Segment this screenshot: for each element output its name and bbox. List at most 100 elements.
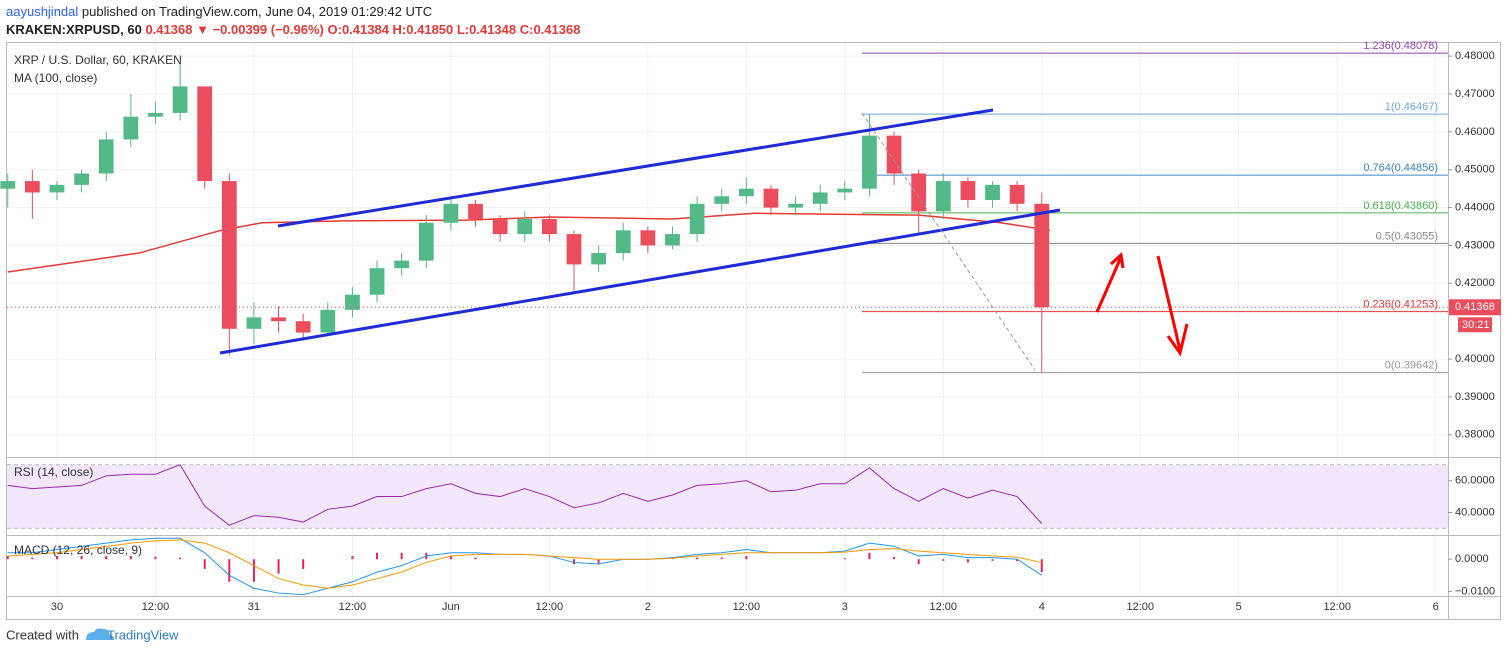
candle-body — [24, 181, 40, 193]
candle-body — [148, 112, 163, 117]
macd-histogram — [252, 559, 255, 582]
candle-body — [788, 203, 803, 208]
x-tick-label: 12:00 — [1126, 601, 1154, 613]
candle-body — [197, 86, 213, 182]
candle-body — [49, 184, 65, 193]
candle-body — [369, 268, 385, 295]
down-arrow — [1156, 255, 1189, 357]
candle-body — [492, 218, 508, 235]
macd-histogram — [80, 555, 83, 560]
rsi-line — [7, 464, 1043, 526]
candle-body — [345, 294, 360, 310]
x-tick-label: Jun — [442, 601, 460, 613]
brand[interactable]: TradingView — [107, 627, 179, 642]
y-tick-label: 0.43000 — [1455, 239, 1495, 251]
macd-histogram — [474, 557, 477, 560]
macd-histogram — [991, 559, 994, 561]
change: −0.00399 (−0.96%) — [212, 22, 324, 37]
candle-body — [443, 203, 459, 223]
candle-body — [911, 173, 927, 212]
price: 0.41368 — [145, 22, 193, 37]
candle-body — [615, 230, 631, 254]
macd-histogram — [843, 558, 846, 560]
candle-body — [640, 230, 656, 246]
macd-tick-label: −0.0100 — [1455, 585, 1495, 597]
frame — [6, 42, 1501, 620]
candle-body — [246, 317, 262, 329]
published: published on TradingView.com, June 04, 2… — [81, 4, 433, 19]
macd-histogram — [154, 556, 157, 560]
candle-body — [566, 234, 582, 265]
y-tick-label: 0.46000 — [1455, 126, 1495, 138]
candle-body — [935, 181, 951, 212]
ma-line — [7, 212, 1051, 273]
arrow: ▼ — [196, 22, 209, 37]
macd-histogram — [745, 555, 748, 560]
candle-body — [763, 188, 779, 208]
candle-body — [1034, 203, 1050, 308]
candle-body — [714, 196, 730, 204]
macd-histogram — [671, 558, 674, 560]
x-tick-label: 12:00 — [536, 601, 564, 613]
macd-tick-label: 0.0000 — [1455, 553, 1489, 565]
macd-histogram — [55, 555, 58, 560]
y-tick-label: 0.48000 — [1455, 50, 1495, 62]
last-price-tag — [1449, 299, 1501, 316]
macd-histogram — [31, 557, 34, 560]
fib-guide — [861, 112, 1036, 371]
candle-body — [1009, 184, 1025, 204]
x-tick-label: 4 — [1039, 601, 1045, 613]
macd-histogram — [868, 552, 871, 560]
header-line: aayushjindal published on TradingView.co… — [6, 4, 432, 19]
author[interactable]: aayushjindal — [6, 4, 79, 19]
y-tick-label: 0.38000 — [1455, 429, 1495, 441]
x-tick-label: 12:00 — [930, 601, 958, 613]
macd-histogram — [376, 552, 379, 560]
macd-histogram — [302, 559, 305, 569]
candle-body — [418, 222, 434, 261]
y-tick-label: 0.42000 — [1455, 277, 1495, 289]
candle-body — [394, 260, 410, 269]
candle-body — [295, 321, 311, 333]
ohlc: O:0.41384 H:0.41850 L:0.41348 C:0.41368 — [327, 22, 581, 37]
macd-histogram — [129, 555, 132, 560]
candle-body — [665, 234, 680, 246]
candle-body — [689, 203, 705, 235]
candle-body — [98, 139, 114, 174]
created-with: Created with — [6, 627, 79, 642]
macd-histogram — [966, 559, 969, 563]
macd-histogram — [179, 557, 182, 560]
candle-body — [468, 203, 483, 219]
macd-histogram — [449, 555, 452, 560]
y-tick-label: 0.40000 — [1455, 353, 1495, 365]
fib-label: 0.618(0.43860) — [1363, 200, 1438, 212]
x-tick-label: 2 — [645, 601, 651, 613]
fib-label: 0.5(0.43055) — [1376, 230, 1438, 242]
candle-body — [221, 181, 237, 329]
macd-histogram — [1040, 559, 1043, 573]
y-tick-label: 0.44000 — [1455, 202, 1495, 214]
macd-histogram — [597, 559, 600, 565]
macd-legend: MACD (12, 26, close, 9) — [14, 543, 142, 557]
x-tick-label: 12:00 — [142, 601, 170, 613]
x-tick-label: 30 — [51, 601, 63, 613]
y-tick-label: 0.39000 — [1455, 391, 1495, 403]
fib-label: 0.236(0.41253) — [1363, 299, 1438, 311]
countdown: 30:21 — [1462, 319, 1490, 331]
macd-line — [7, 537, 1043, 596]
symbol-legend: XRP / U.S. Dollar, 60, KRAKEN — [14, 53, 182, 67]
fib-label: 0(0.39642) — [1385, 360, 1438, 372]
macd-histogram — [400, 552, 403, 560]
symbol: KRAKEN:XRPUSD, 60 — [6, 22, 142, 37]
macd-histogram — [893, 556, 896, 560]
candle-body — [541, 218, 557, 235]
macd-histogram — [1016, 559, 1019, 562]
last-price-label: 0.41368 — [1455, 301, 1495, 313]
macd-histogram — [572, 559, 575, 565]
fib-label: 0.764(0.44856) — [1363, 162, 1438, 174]
candle-body — [837, 188, 853, 193]
candle-body — [517, 218, 533, 235]
ma-legend: MA (100, close) — [14, 71, 97, 85]
